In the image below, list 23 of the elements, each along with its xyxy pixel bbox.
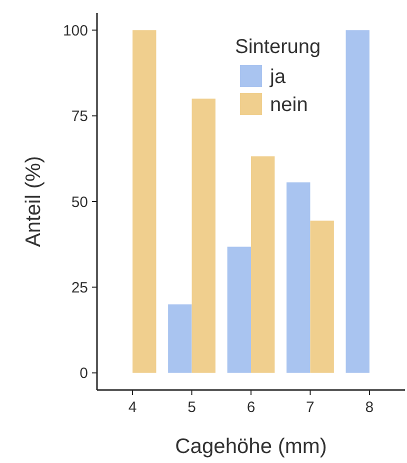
y-tick-label: 50 <box>71 194 88 211</box>
y-tick-label: 75 <box>71 108 88 126</box>
bar <box>168 304 192 373</box>
bar <box>346 30 370 373</box>
y-tick-label: 0 <box>80 365 88 382</box>
bar <box>310 220 334 373</box>
y-tick-label: 25 <box>71 279 88 296</box>
bar <box>192 98 216 373</box>
bar <box>132 30 156 373</box>
x-tick-label: 8 <box>365 399 374 416</box>
bar <box>286 182 310 373</box>
x-tick-label: 7 <box>306 399 314 416</box>
x-tick-label: 4 <box>128 399 137 416</box>
y-axis-title: Anteil (%) <box>22 156 45 248</box>
legend-label: ja <box>269 66 286 88</box>
x-tick-label: 6 <box>246 399 256 416</box>
legend-label: nein <box>270 94 308 116</box>
x-tick-label: 5 <box>188 399 196 416</box>
bar <box>227 246 251 373</box>
bar <box>251 156 275 373</box>
legend-title: Sinterung <box>235 36 321 58</box>
y-tick-label: 100 <box>62 22 88 40</box>
x-axis-title: Cagehöhe (mm) <box>175 435 327 458</box>
